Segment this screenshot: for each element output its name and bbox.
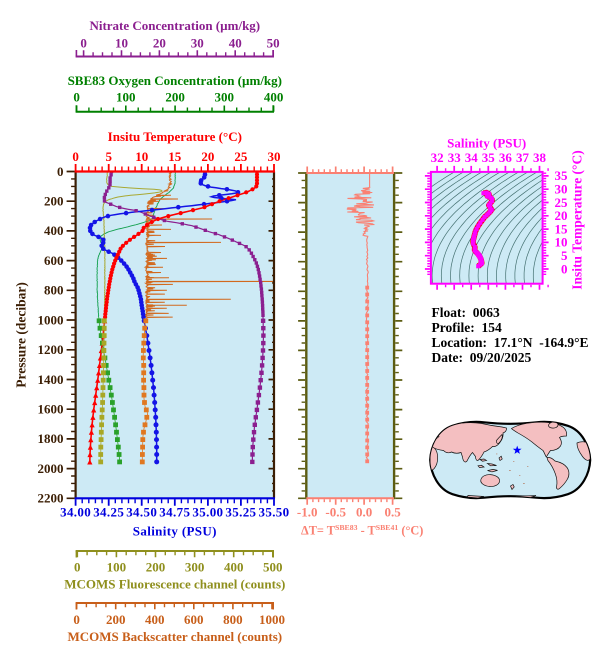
svg-text:20: 20 [153,36,166,51]
svg-text:20: 20 [201,149,214,164]
svg-text:Nitrate Concentration (µm/kg): Nitrate Concentration (µm/kg) [89,18,260,33]
svg-text:38: 38 [533,150,547,165]
svg-text:0.0: 0.0 [356,505,372,520]
svg-text:400: 400 [264,90,284,105]
svg-text:400: 400 [44,223,64,238]
svg-text:Pressure (decibar): Pressure (decibar) [14,282,29,388]
svg-text:34: 34 [465,150,479,165]
svg-text:ΔT= TSBE83 - TSBE41 (°C): ΔT= TSBE83 - TSBE41 (°C) [301,523,423,537]
svg-text:32: 32 [431,150,444,165]
svg-text:35: 35 [555,168,569,183]
svg-text:34.25: 34.25 [93,505,124,520]
svg-text:37: 37 [516,150,530,165]
svg-text:10: 10 [115,36,128,51]
svg-text:30: 30 [268,149,281,164]
svg-text:Insitu Temperature (°C): Insitu Temperature (°C) [108,129,242,144]
svg-text:0: 0 [73,612,80,627]
svg-text:200: 200 [146,560,166,575]
svg-text:10: 10 [135,149,148,164]
svg-text:300: 300 [215,90,235,105]
svg-text:Salinity (PSU): Salinity (PSU) [447,136,526,151]
svg-text:0.5: 0.5 [384,505,401,520]
svg-text:30: 30 [191,36,204,51]
svg-text:25: 25 [234,149,248,164]
svg-text:400: 400 [224,560,244,575]
svg-text:0: 0 [57,164,64,179]
svg-text:100: 100 [116,90,136,105]
svg-text:MCOMS Fluorescence channel (co: MCOMS Fluorescence channel (counts) [64,577,285,592]
svg-text:-0.5: -0.5 [325,505,346,520]
svg-text:500: 500 [263,560,283,575]
svg-text:1600: 1600 [38,402,64,417]
svg-text:Float: 0063: Float: 0063 [432,305,500,320]
svg-text:1000: 1000 [259,612,285,627]
svg-text:800: 800 [44,283,64,298]
svg-text:34.50: 34.50 [126,505,157,520]
svg-text:200: 200 [44,194,64,209]
svg-text:0: 0 [73,90,80,105]
svg-text:40: 40 [229,36,242,51]
svg-text:0: 0 [561,261,568,276]
svg-text:2000: 2000 [38,461,64,476]
svg-text:0: 0 [74,560,81,575]
svg-text:Insitu Temperature (°C): Insitu Temperature (°C) [570,150,585,289]
svg-text:10: 10 [555,235,568,250]
svg-text:0: 0 [80,36,87,51]
svg-text:20: 20 [555,208,568,223]
svg-text:30: 30 [555,182,568,197]
svg-text:300: 300 [185,560,205,575]
svg-text:Salinity (PSU): Salinity (PSU) [133,524,217,539]
svg-text:35.25: 35.25 [225,505,256,520]
svg-text:34.75: 34.75 [159,505,190,520]
svg-text:-1.0: -1.0 [297,505,318,520]
svg-text:1000: 1000 [38,312,64,327]
svg-text:1400: 1400 [38,372,64,387]
svg-text:25: 25 [555,195,569,210]
svg-text:5: 5 [561,248,568,263]
svg-text:400: 400 [145,612,165,627]
svg-text:MCOMS Backscatter channel (cou: MCOMS Backscatter channel (counts) [67,629,282,644]
svg-text:600: 600 [184,612,204,627]
svg-text:35.00: 35.00 [192,505,223,520]
svg-text:600: 600 [44,253,64,268]
svg-text:200: 200 [106,612,126,627]
svg-text:33: 33 [448,150,462,165]
svg-text:34.00: 34.00 [60,505,91,520]
svg-text:15: 15 [555,221,569,236]
svg-text:SBE83 Oxygen Concentration (µm: SBE83 Oxygen Concentration (µm/kg) [68,73,282,88]
svg-text:Location: 17.1°N -164.9°E: Location: 17.1°N -164.9°E [432,335,589,350]
svg-text:2200: 2200 [38,491,64,506]
svg-text:15: 15 [168,149,182,164]
svg-text:35: 35 [482,150,496,165]
svg-text:200: 200 [165,90,185,105]
svg-text:5: 5 [105,149,112,164]
svg-text:0: 0 [72,149,79,164]
svg-text:1800: 1800 [38,431,64,446]
svg-text:Date: 09/20/2025: Date: 09/20/2025 [432,350,532,365]
svg-text:35.50: 35.50 [259,505,290,520]
svg-text:1200: 1200 [38,342,64,357]
svg-text:100: 100 [107,560,127,575]
svg-text:36: 36 [499,150,513,165]
svg-text:Profile: 154: Profile: 154 [432,320,502,335]
svg-text:50: 50 [267,36,280,51]
svg-text:800: 800 [223,612,243,627]
